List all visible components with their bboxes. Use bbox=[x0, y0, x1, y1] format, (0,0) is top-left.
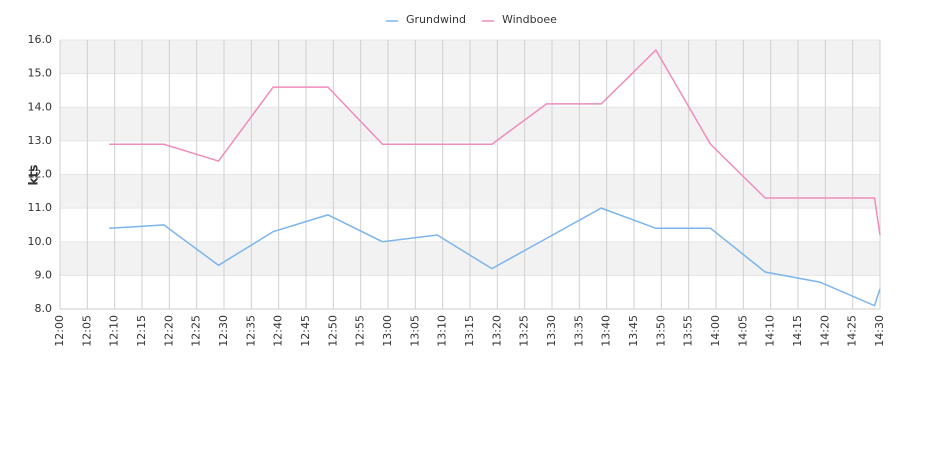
x-tick-label: 14:05 bbox=[736, 315, 749, 347]
y-tick-label: 12.0 bbox=[28, 168, 53, 181]
x-tick-label: 12:45 bbox=[299, 315, 312, 347]
x-tick-label: 14:00 bbox=[709, 315, 722, 347]
x-tick-label: 12:10 bbox=[108, 315, 121, 347]
line bbox=[109, 48, 881, 236]
x-tick-label: 13:20 bbox=[490, 315, 503, 347]
y-tick-label: 11.0 bbox=[28, 201, 53, 214]
x-tick-label: 12:55 bbox=[354, 315, 367, 347]
line bbox=[109, 207, 881, 307]
y-tick-label: 13.0 bbox=[28, 134, 53, 147]
x-tick-label: 13:05 bbox=[408, 315, 421, 347]
x-tick-label: 12:25 bbox=[190, 315, 203, 347]
x-tick-label: 12:50 bbox=[326, 315, 339, 347]
legend-label: Grundwind bbox=[406, 13, 466, 26]
x-tick-label: 12:35 bbox=[244, 315, 257, 347]
x-tick-label: 14:15 bbox=[791, 315, 804, 347]
x-tick-label: 14:30 bbox=[873, 315, 886, 347]
x-tick-label: 14:20 bbox=[818, 315, 831, 347]
legend-label: Windboee bbox=[502, 13, 557, 26]
x-tick-label: 12:20 bbox=[162, 315, 175, 347]
y-tick-label: 15.0 bbox=[28, 67, 53, 80]
x-tick-label: 13:45 bbox=[627, 315, 640, 347]
y-tick-label: 8.0 bbox=[35, 302, 53, 315]
x-tick-label: 12:00 bbox=[53, 315, 66, 347]
y-tick-label: 10.0 bbox=[28, 235, 53, 248]
x-tick-label: 14:25 bbox=[846, 315, 859, 347]
x-tick-label: 13:50 bbox=[654, 315, 667, 347]
x-tick-label: 13:35 bbox=[572, 315, 585, 347]
x-tick-label: 12:15 bbox=[135, 315, 148, 347]
x-tick-label: 13:30 bbox=[545, 315, 558, 347]
y-tick-label: 9.0 bbox=[35, 268, 53, 281]
x-tick-label: 14:10 bbox=[764, 315, 777, 347]
x-tick-label: 13:00 bbox=[381, 315, 394, 347]
y-tick-label: 16.0 bbox=[28, 33, 53, 46]
x-tick-label: 12:30 bbox=[217, 315, 230, 347]
x-tick-label: 13:55 bbox=[682, 315, 695, 347]
x-tick-label: 13:25 bbox=[518, 315, 531, 347]
x-tick-label: 12:40 bbox=[272, 315, 285, 347]
y-axis-label: kts bbox=[27, 165, 41, 186]
y-tick-label: 14.0 bbox=[28, 100, 53, 113]
x-tick-label: 12:05 bbox=[80, 315, 93, 347]
x-tick-label: 13:40 bbox=[600, 315, 613, 347]
x-tick-label: 13:10 bbox=[436, 315, 449, 347]
x-tick-label: 13:15 bbox=[463, 315, 476, 347]
